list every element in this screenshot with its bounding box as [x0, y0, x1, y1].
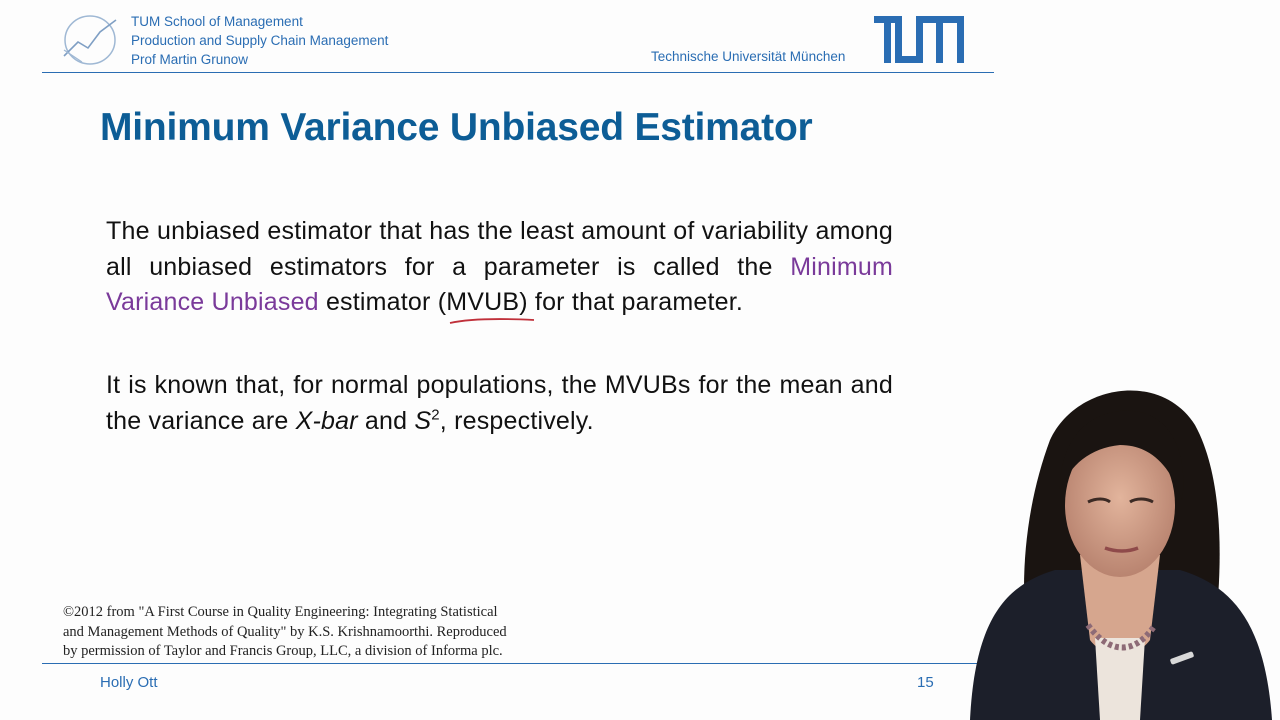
citation-line: and Management Methods of Quality" by K.…: [63, 623, 507, 640]
xbar-symbol: X-bar: [295, 407, 358, 435]
s-symbol: S: [414, 407, 432, 435]
mvub-text-end: , respectively.: [439, 407, 594, 435]
presenter-video: [970, 390, 1272, 720]
mvub-abbreviation: MVUB: [446, 285, 535, 324]
s-superscript: 2: [431, 406, 440, 424]
page-number: 15: [917, 674, 934, 691]
definition-text-start: The unbiased estimator that has the leas…: [106, 217, 893, 281]
chair-logo-icon: [63, 15, 117, 65]
definition-text-end: ) for that parameter.: [519, 288, 744, 316]
mvub-text-start: It is known that, for normal populations…: [106, 371, 893, 435]
mvub-paragraph: It is known that, for normal populations…: [106, 367, 893, 439]
header-divider: [42, 72, 994, 73]
header-affiliation: TUM School of Management Production and …: [131, 12, 388, 69]
and-text: and: [357, 407, 415, 435]
definition-text-middle: estimator (: [318, 288, 447, 316]
header-line-chair: Production and Supply Chain Management: [131, 33, 389, 48]
university-name: Technische Universität München: [651, 49, 846, 64]
header-line-school: TUM School of Management: [131, 14, 303, 29]
footer-divider: [42, 663, 994, 664]
definition-paragraph: The unbiased estimator that has the leas…: [106, 214, 893, 324]
citation-line: ©2012 from "A First Course in Quality En…: [63, 604, 498, 620]
highlighted-term: Minimum Variance Unbiased: [106, 252, 893, 317]
tum-logo: [874, 16, 964, 63]
footer-presenter-name: Holly Ott: [100, 674, 158, 691]
red-underline-annotation: [450, 317, 535, 324]
header-line-professor: Prof Martin Grunow: [131, 52, 249, 67]
mvub-text: MVUB: [446, 288, 520, 316]
citation-line: by permission of Taylor and Francis Grou…: [63, 643, 503, 659]
slide-title: Minimum Variance Unbiased Estimator: [100, 106, 813, 149]
copyright-citation: ©2012 from "A First Course in Quality En…: [63, 603, 583, 662]
